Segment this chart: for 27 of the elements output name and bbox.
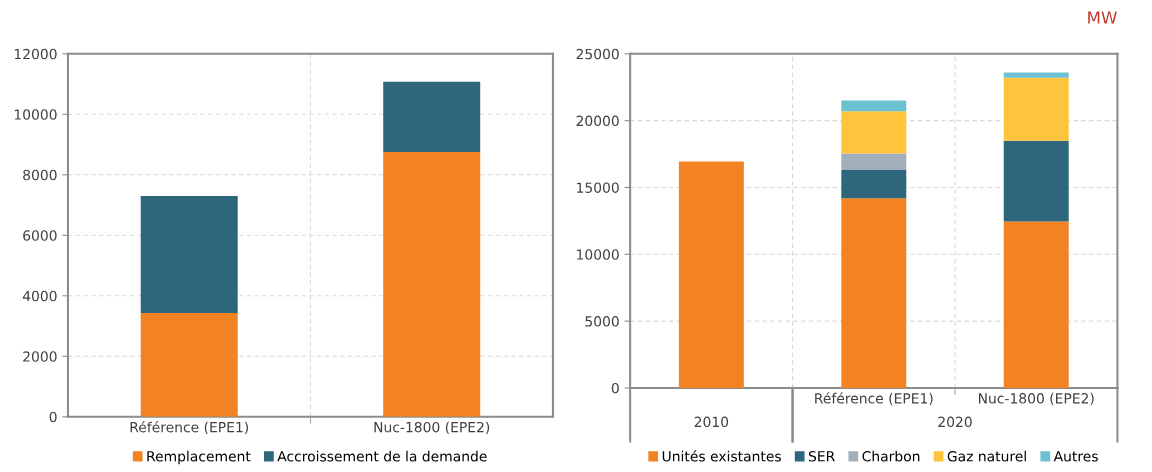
y-tick-label: 2000	[23, 351, 57, 362]
y-tick-label: 10000	[14, 109, 57, 120]
y-tick-label: 5000	[585, 316, 619, 327]
text: 2010	[694, 416, 729, 428]
y-tick-label: 15000	[577, 182, 619, 193]
x-tick-label: Nuc-1800 (EPE2)	[374, 421, 490, 435]
y-tick-label: 10000	[577, 249, 619, 260]
legend-label: SER	[808, 451, 835, 462]
legend-label: Charbon	[862, 450, 920, 462]
legend-label: Gaz naturel	[947, 450, 1026, 462]
legend-label: Unités existantes	[662, 450, 781, 462]
y-tick-label: 4000	[22, 290, 57, 302]
y-tick-label: 12000	[14, 48, 57, 60]
legend-label: Remplacement	[147, 450, 251, 465]
y-tick-label: 6000	[23, 230, 57, 241]
legend-label: Accroissement de la demande	[277, 450, 487, 462]
y-tick-label: 8000	[23, 169, 57, 181]
y-tick-label: 0	[611, 382, 619, 394]
y-tick-label: 25000	[576, 48, 619, 60]
text: 2020	[938, 416, 972, 428]
x-tick-label: Référence (EPE1)	[815, 392, 933, 406]
x-tick-label: Référence (EPE1)	[130, 421, 248, 435]
x-tick-label: Nuc-1800 (EPE2)	[978, 392, 1094, 406]
y-axis-title: MW	[1088, 11, 1117, 24]
y-tick-label: 20000	[576, 115, 619, 127]
y-tick-label: 0	[49, 411, 57, 423]
legend-label: Autres	[1053, 451, 1098, 462]
